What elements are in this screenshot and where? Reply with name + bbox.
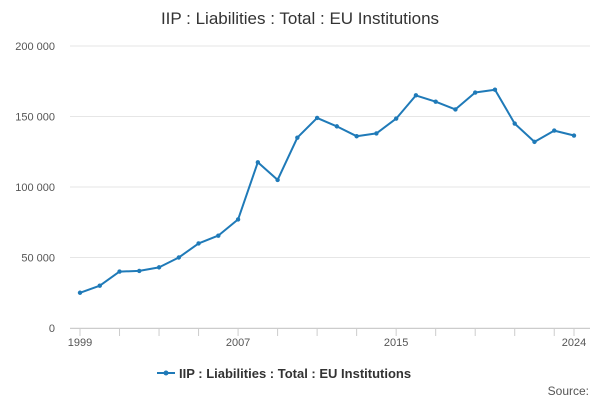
data-point[interactable] <box>235 217 241 222</box>
x-tick-label: 1999 <box>68 337 92 349</box>
data-point[interactable] <box>393 116 399 121</box>
legend[interactable]: IIP : Liabilities : Total : EU Instituti… <box>157 366 411 381</box>
data-point[interactable] <box>492 87 498 92</box>
data-point[interactable] <box>137 268 142 274</box>
data-point[interactable] <box>532 139 537 145</box>
y-axis: 0 50 000 100 000 150 000 200 000 <box>15 41 55 335</box>
data-point[interactable] <box>552 128 557 133</box>
data-point[interactable] <box>413 93 419 98</box>
data-point[interactable] <box>255 160 261 165</box>
data-point[interactable] <box>473 90 478 95</box>
legend-label: IIP : Liabilities : Total : EU Instituti… <box>179 366 411 381</box>
data-point[interactable] <box>453 107 458 112</box>
data-point[interactable] <box>176 255 181 260</box>
y-tick-label: 50 000 <box>21 253 55 265</box>
data-point[interactable] <box>295 135 300 140</box>
x-tick-label: 2007 <box>226 337 250 349</box>
data-point[interactable] <box>196 241 201 246</box>
chart-title: IIP : Liabilities : Total : EU Instituti… <box>161 9 439 28</box>
data-point[interactable] <box>77 290 83 295</box>
y-tick-label: 0 <box>49 323 55 335</box>
x-tick-label: 2024 <box>562 337 586 349</box>
data-point[interactable] <box>571 133 577 138</box>
data-point[interactable] <box>433 99 438 104</box>
series-line[interactable] <box>79 88 575 294</box>
source-credit: Source: <box>548 384 589 398</box>
series-layer <box>77 87 577 295</box>
x-tick-label: 2015 <box>384 337 408 349</box>
data-point[interactable] <box>97 283 102 288</box>
data-point[interactable] <box>275 177 280 183</box>
data-point[interactable] <box>354 134 359 139</box>
legend-marker <box>163 370 169 376</box>
grid <box>70 45 590 329</box>
data-point[interactable] <box>314 115 320 121</box>
y-tick-label: 150 000 <box>15 112 55 124</box>
y-tick-label: 100 000 <box>15 182 55 194</box>
data-point[interactable] <box>216 233 221 238</box>
data-point[interactable] <box>117 269 122 274</box>
data-point[interactable] <box>334 124 340 129</box>
x-axis: 1999 2007 2015 2024 <box>68 328 590 349</box>
data-point[interactable] <box>512 121 517 126</box>
data-point[interactable] <box>156 265 162 270</box>
data-point[interactable] <box>374 131 379 136</box>
y-tick-label: 200 000 <box>15 41 55 53</box>
